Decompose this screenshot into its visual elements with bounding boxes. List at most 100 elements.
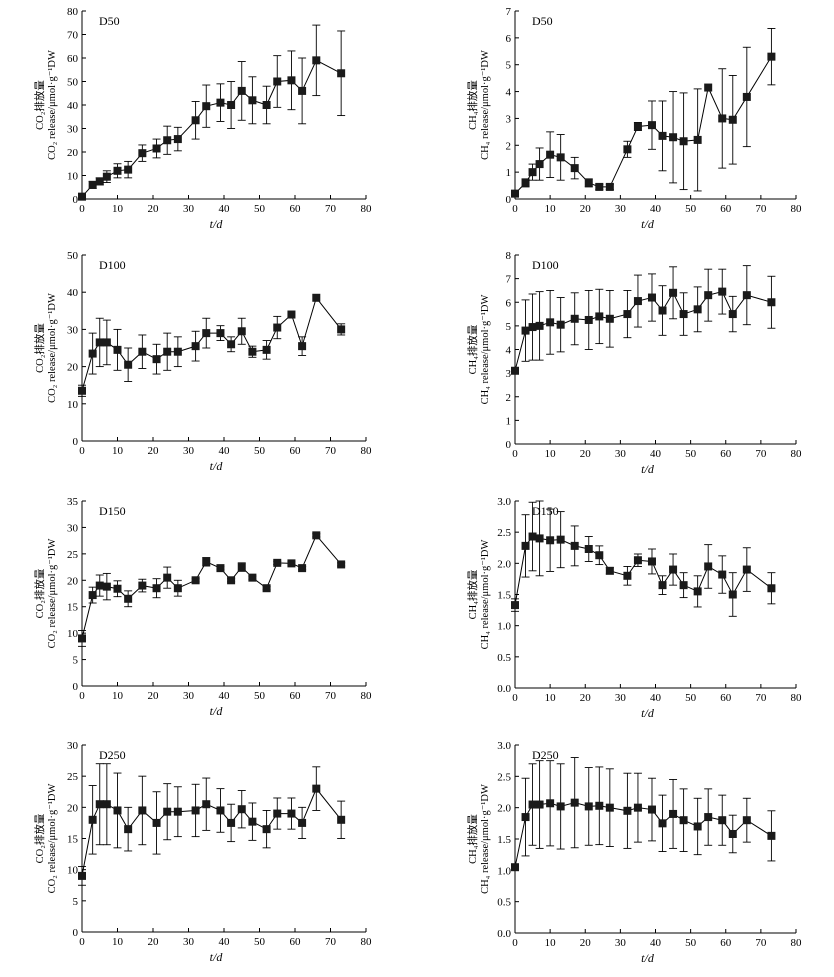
data-point (511, 863, 519, 872)
x-axis-label: t/d (210, 950, 224, 964)
y-tick-label: 25 (67, 771, 79, 783)
data-point (742, 92, 751, 101)
x-tick-label: 0 (79, 936, 85, 948)
x-tick-label: 70 (325, 203, 337, 215)
data-point (546, 799, 555, 808)
data-point (173, 135, 182, 144)
x-tick-label: 30 (615, 937, 627, 949)
chart-panel-co2-d250: 0 5 10 15 20 25 30 0 10 20 30 40 50 60 70 80 D250 t/d CO₂排… (33, 740, 372, 964)
data-point (191, 116, 200, 125)
data-point (287, 310, 296, 319)
x-tick-label: 10 (112, 690, 124, 702)
x-tick-label: 20 (148, 936, 160, 948)
data-point (88, 349, 97, 358)
series-line (81, 59, 342, 197)
data-point (78, 192, 86, 201)
x-tick-label: 30 (183, 690, 195, 702)
x-tick-label: 60 (720, 692, 732, 704)
y-tick-label: 15 (67, 834, 79, 846)
chart-panel-co2-d150: 0 5 10 15 20 25 30 35 0 10 20 30 40 50 60 70 80 D150 t/d CO… (33, 496, 372, 718)
data-point (248, 573, 257, 582)
y-tick-label: 3 (506, 368, 512, 380)
series-line (514, 56, 772, 194)
y-tick-label: 50 (67, 77, 79, 89)
data-point (511, 601, 519, 610)
x-tick-label: 80 (361, 690, 373, 702)
data-point (679, 137, 688, 146)
data-point (595, 801, 604, 810)
y-tick-label: 6 (506, 297, 512, 309)
x-tick-label: 50 (685, 692, 697, 704)
data-point (704, 562, 713, 571)
data-point (298, 818, 307, 827)
y-tick-label: 15 (67, 602, 79, 614)
data-point (95, 177, 104, 186)
data-point (163, 807, 172, 816)
y-axis-label-cn: CO₂排放量 (33, 323, 46, 373)
data-point (658, 819, 667, 828)
x-tick-label: 40 (219, 445, 231, 457)
y-tick-label: 0 (506, 194, 512, 206)
data-point (124, 594, 133, 603)
chart-panel-co2-d50: 0 10 20 30 40 50 60 70 80 0 10 20 30 40 50 60 70 80 D50 t/d… (33, 6, 372, 231)
y-axis-label: CH₄ release/μmol·g⁻¹DW (480, 540, 491, 650)
y-tick-label: 0.0 (497, 928, 511, 940)
y-tick-label: 1.0 (497, 865, 511, 877)
data-point (95, 800, 104, 809)
data-point (124, 825, 133, 834)
y-tick-label: 5 (506, 321, 512, 333)
x-tick-label: 0 (512, 692, 518, 704)
data-point (693, 587, 702, 596)
y-axis-label-cn: CO₂排放量 (33, 568, 46, 618)
data-point (521, 541, 530, 550)
data-point (337, 325, 346, 334)
data-point (152, 818, 161, 827)
y-tick-label: 2.0 (497, 803, 511, 815)
x-tick-label: 80 (791, 692, 803, 704)
data-point (337, 69, 346, 78)
data-point (718, 816, 727, 825)
data-point (647, 557, 656, 566)
data-point (633, 556, 642, 565)
y-tick-label: 10 (67, 399, 79, 411)
data-point (124, 165, 133, 174)
data-point (767, 298, 776, 307)
data-point (191, 576, 200, 585)
data-point (633, 122, 642, 131)
data-point (202, 102, 211, 111)
x-tick-label: 10 (545, 692, 557, 704)
x-axis-label: t/d (641, 462, 655, 476)
data-point (528, 323, 537, 332)
y-tick-label: 1 (506, 167, 512, 179)
y-tick-label: 30 (67, 740, 79, 752)
data-point (216, 98, 225, 107)
y-tick-label: 60 (67, 53, 79, 65)
x-tick-label: 70 (755, 203, 767, 215)
x-tick-label: 10 (545, 937, 557, 949)
y-tick-label: 0 (506, 439, 512, 451)
data-point (262, 584, 271, 593)
x-axis-label: t/d (210, 217, 224, 231)
data-point (595, 312, 604, 321)
y-tick-label: 2.5 (497, 771, 511, 783)
data-point (728, 310, 737, 319)
x-tick-label: 0 (512, 203, 518, 215)
data-point (138, 581, 147, 590)
series-line (514, 535, 772, 606)
y-tick-label: 6 (506, 33, 512, 45)
data-point (718, 287, 727, 296)
data-point (647, 121, 656, 130)
data-point (138, 806, 147, 815)
x-tick-label: 20 (148, 203, 160, 215)
data-point (202, 800, 211, 809)
x-tick-label: 60 (290, 445, 302, 457)
panel-title: D50 (99, 14, 120, 28)
data-point (216, 329, 225, 338)
y-tick-label: 1 (506, 415, 512, 427)
panel-title: D250 (99, 748, 126, 762)
y-tick-label: 0 (73, 194, 79, 206)
data-point (556, 153, 565, 162)
y-axis-label: CO₂ release/μmol·g⁻¹DW (47, 50, 58, 160)
